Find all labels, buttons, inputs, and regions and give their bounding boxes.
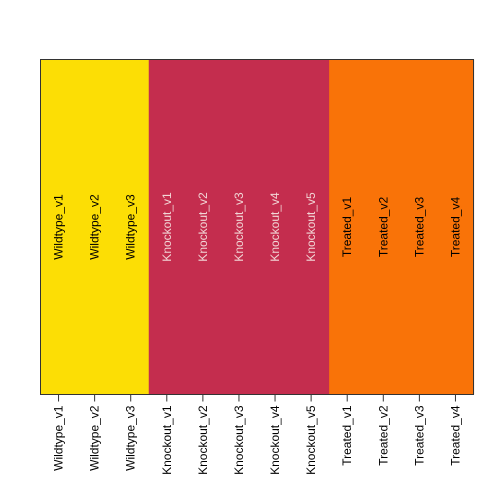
x-tick-label: Treated_v2: [376, 405, 390, 466]
cell-label: Knockout_v5: [304, 192, 318, 262]
cell-labels: Wildtype_v1 Wildtype_v2 Wildtype_v3 Knockou…: [52, 192, 463, 262]
cell-label: Wildtype_v2: [88, 194, 102, 260]
heatmap-block-treated: [329, 59, 475, 395]
cell-label: Wildtype_v1: [52, 194, 66, 260]
heatmap-block-wildtype: [40, 59, 150, 395]
x-tick-label: Knockout_v1: [160, 405, 174, 475]
x-tick-label: Wildtype_v1: [52, 405, 66, 471]
x-axis-ticks: [58, 394, 456, 402]
x-tick-label: Treated_v4: [448, 405, 462, 466]
x-tick-label: Knockout_v5: [304, 405, 318, 475]
cell-label: Treated_v2: [376, 197, 390, 258]
cell-label: Wildtype_v3: [124, 194, 138, 260]
cell-label: Knockout_v2: [196, 192, 210, 262]
cell-label: Treated_v3: [412, 197, 426, 258]
cell-label: Treated_v1: [340, 197, 354, 258]
cell-label: Knockout_v4: [268, 192, 282, 262]
cell-label: Treated_v4: [448, 197, 462, 258]
plot-frame: [40, 59, 474, 395]
heatmap-block-knockout: [148, 59, 330, 395]
x-tick-label: Wildtype_v2: [88, 405, 102, 471]
x-tick-label: Treated_v3: [412, 405, 426, 466]
cell-label: Knockout_v1: [160, 192, 174, 262]
heatmap-cells: [40, 59, 475, 395]
x-tick-label: Treated_v1: [340, 405, 354, 466]
x-tick-label: Knockout_v4: [268, 405, 282, 475]
x-axis-tick-labels: Wildtype_v1 Wildtype_v2 Wildtype_v3 Knockou…: [52, 405, 463, 475]
cell-label: Knockout_v3: [232, 192, 246, 262]
x-tick-label: Knockout_v3: [232, 405, 246, 475]
x-tick-label: Knockout_v2: [196, 405, 210, 475]
x-tick-label: Wildtype_v3: [124, 405, 138, 471]
